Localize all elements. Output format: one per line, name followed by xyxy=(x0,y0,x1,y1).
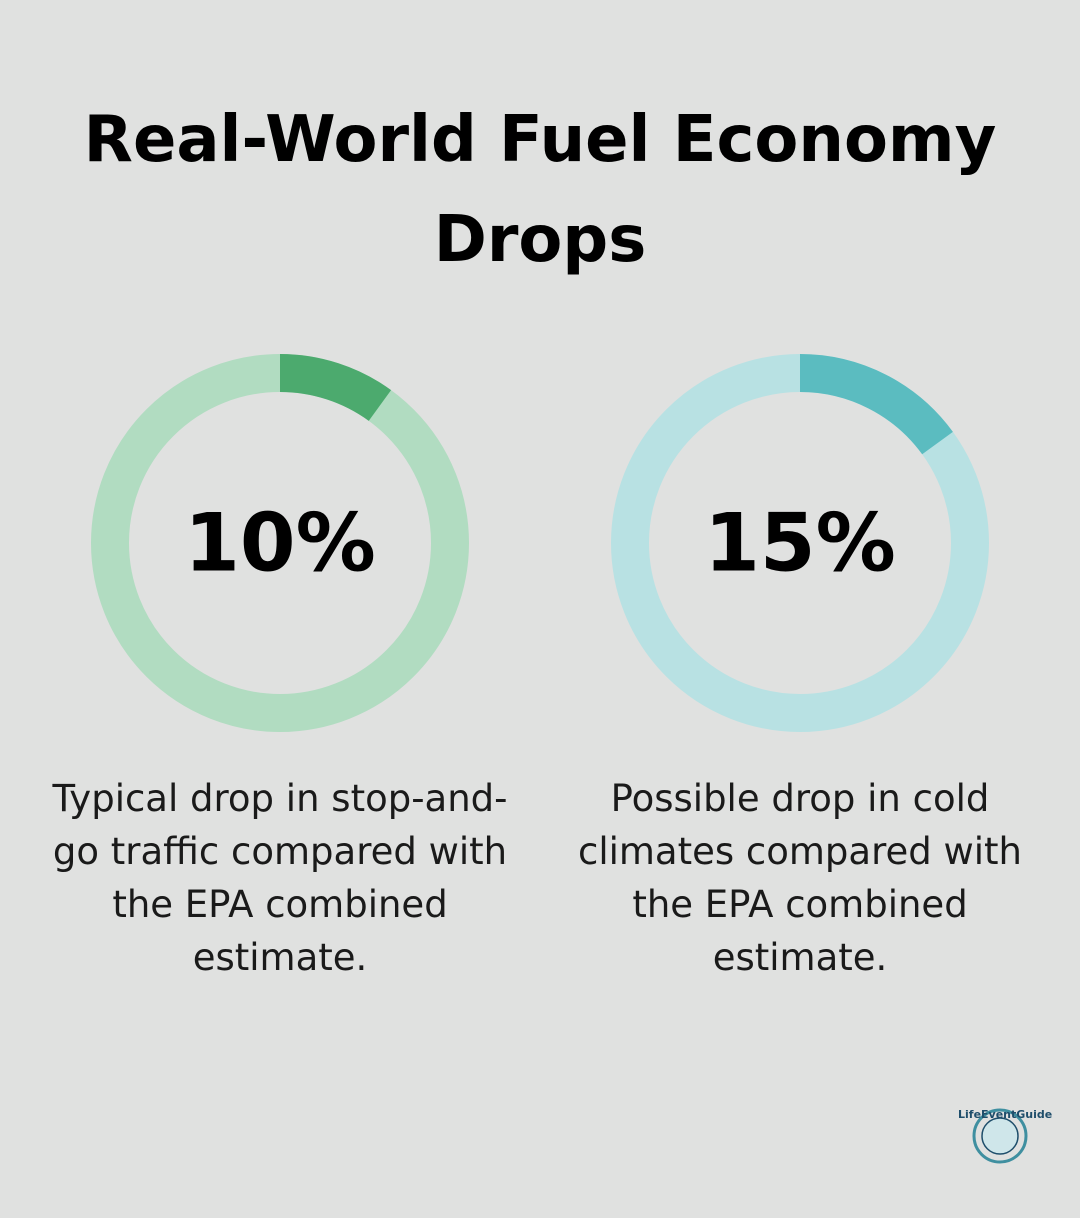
donut-arc xyxy=(799,354,953,455)
logo: LifeEventGuide xyxy=(958,1108,1053,1121)
title: Real-World Fuel Economy Drops xyxy=(83,103,997,277)
value-label: 15% xyxy=(704,497,895,590)
caption: Possible drop in cold climates compared … xyxy=(577,777,1023,979)
donut-arc xyxy=(279,354,392,422)
caption: Typical drop in stop-and-go traffic comp… xyxy=(52,777,508,979)
logo-icon xyxy=(972,1108,1028,1164)
value-label: 10% xyxy=(184,497,375,590)
